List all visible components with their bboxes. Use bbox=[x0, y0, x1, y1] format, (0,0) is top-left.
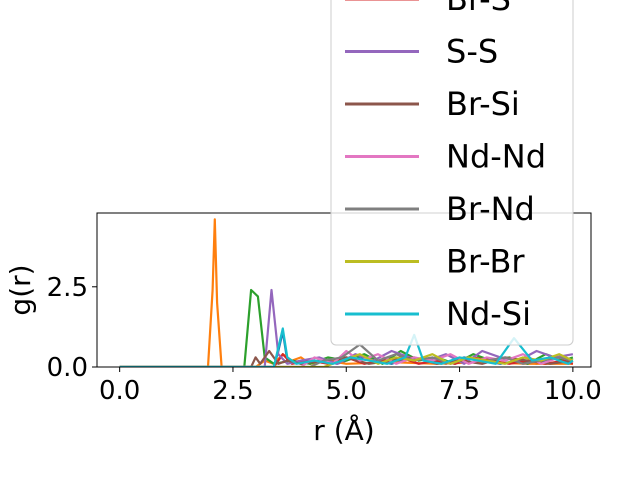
x-tick-label: 0.0 bbox=[99, 376, 140, 406]
y-tick-label: 2.5 bbox=[47, 273, 88, 303]
legend: Br-S S-S Br-Si Nd-Nd Br-Nd Br-Br Nd-Si bbox=[330, 0, 574, 346]
legend-frame bbox=[330, 0, 574, 346]
y-tick-label: 0.0 bbox=[47, 353, 88, 383]
legend-label: Br-Nd bbox=[446, 190, 535, 228]
x-axis-label: r (Å) bbox=[313, 413, 374, 447]
legend-label: Br-S bbox=[446, 0, 511, 18]
series-line-10 bbox=[119, 327, 574, 367]
plot-lines bbox=[119, 218, 574, 367]
legend-label: Br-Br bbox=[446, 243, 525, 281]
legend-label: S-S bbox=[446, 33, 498, 71]
legend-label: Nd-Si bbox=[446, 295, 531, 333]
series-line-8 bbox=[119, 343, 574, 367]
legend-label: Br-Si bbox=[446, 85, 520, 123]
x-tick-label: 2.5 bbox=[212, 376, 253, 406]
x-tick-label: 10.0 bbox=[544, 376, 602, 406]
x-tick-label: 7.5 bbox=[439, 376, 480, 406]
x-tick-label: 5.0 bbox=[326, 376, 367, 406]
x-axis: 0.0 2.5 5.0 7.5 10.0 bbox=[99, 367, 602, 406]
y-axis: 0.0 2.5 bbox=[47, 273, 97, 383]
y-axis-label: g(r) bbox=[4, 264, 37, 315]
legend-label: Nd-Nd bbox=[446, 138, 546, 176]
